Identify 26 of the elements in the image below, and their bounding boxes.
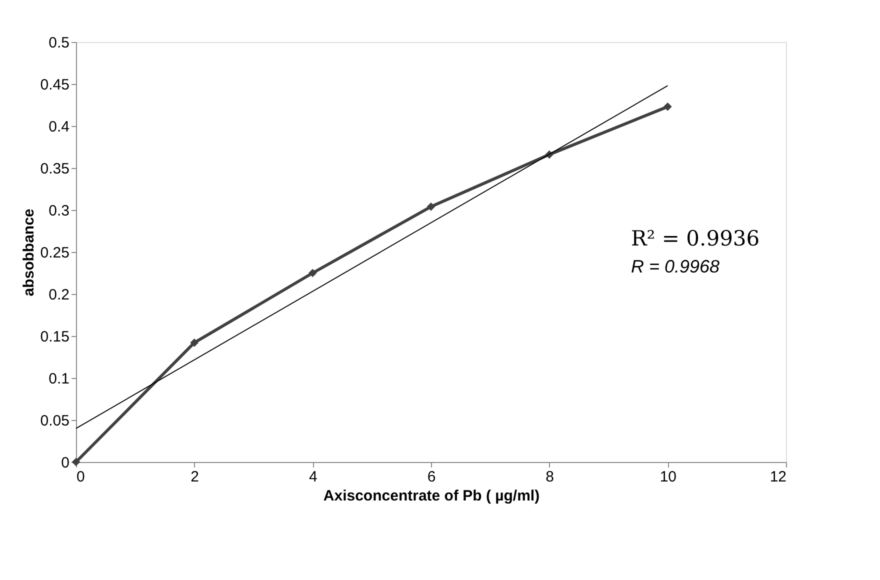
point — [190, 338, 199, 347]
y-tick-label: 0.5 — [48, 34, 70, 52]
y-tick-label: 0.45 — [40, 76, 70, 94]
x-tick-label: 2 — [190, 468, 200, 486]
point — [663, 102, 672, 111]
x-tick-label: 8 — [546, 468, 554, 486]
annotation: R = 0.9968 — [631, 256, 720, 276]
y-tick-label: 0.05 — [40, 412, 70, 430]
x-tick-label: 6 — [427, 468, 436, 486]
x-tick-label: 4 — [308, 468, 318, 486]
x-axis-title: Axisconcentrate of Pb ( µg/ml) — [323, 488, 540, 504]
y-tick-label: 0.2 — [48, 286, 70, 304]
y-tick-label: 0.25 — [40, 244, 70, 262]
x-tick-label: 10 — [660, 468, 677, 486]
point — [308, 268, 317, 278]
point — [426, 202, 436, 211]
y-tick-label: 0.35 — [40, 160, 70, 178]
annotation: R² = 0.9936 — [631, 226, 760, 250]
y-tick-label: 0.1 — [48, 370, 70, 388]
y-tick-label: 0.15 — [40, 328, 70, 346]
y-tick-label: 0.3 — [48, 202, 70, 220]
y-axis-title: absobbance — [20, 208, 38, 296]
y-tick-label: 0.4 — [48, 118, 70, 136]
y-tick-label: 0 — [61, 454, 70, 472]
x-tick-label: 0 — [76, 468, 85, 486]
x-tick-label: 12 — [770, 468, 786, 486]
